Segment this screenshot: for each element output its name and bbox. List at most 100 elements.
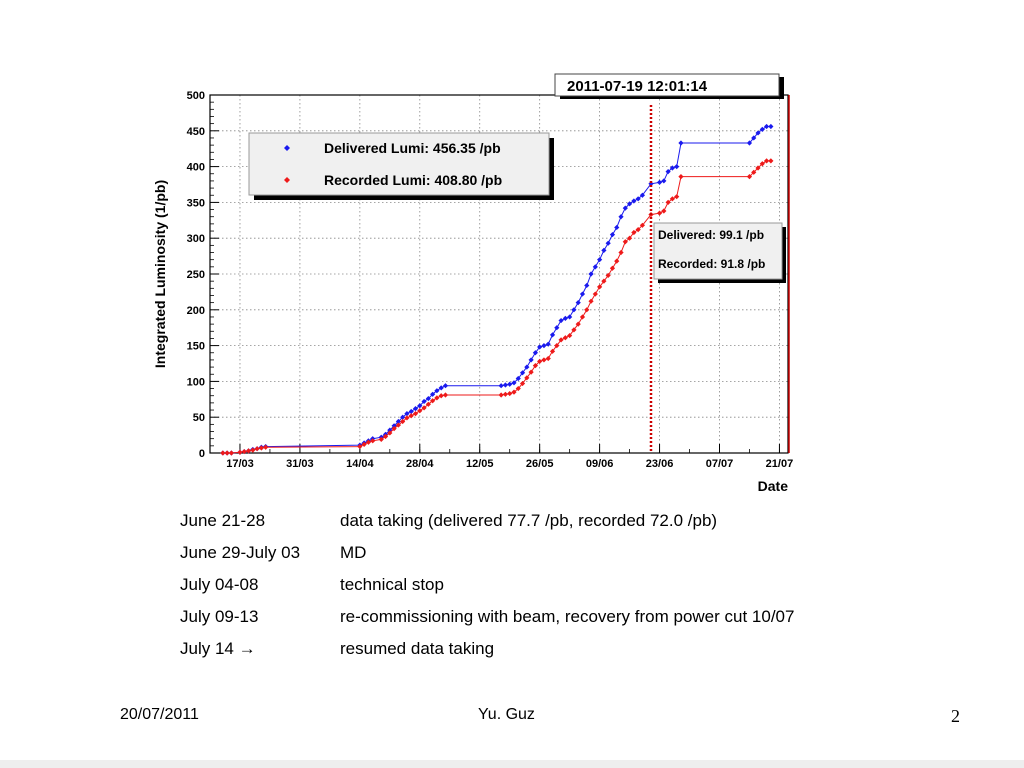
data-point [656,179,663,185]
data-point [378,436,384,442]
data-point [562,315,568,321]
y-tick-label: 500 [187,90,205,102]
data-point [421,398,427,405]
data-point [614,224,620,231]
plot-frame [209,94,789,454]
data-point [408,408,414,415]
data-point [412,406,419,412]
data-point [648,181,654,187]
data-point [545,341,551,347]
data-point [532,363,538,369]
data-point [537,344,543,350]
data-point [592,264,598,270]
data-point [626,201,633,207]
data-point [430,391,436,397]
data-point [558,337,564,343]
legend-label: Recorded Lumi: 408.80 /pb [324,172,502,188]
data-point [442,383,449,389]
data-point [622,239,628,245]
data-point [549,348,556,354]
data-point [631,229,637,236]
data-point [597,284,603,290]
y-tick-label: 0 [199,448,205,460]
data-point [541,343,547,349]
data-point [511,380,517,386]
legend-label: Delivered Lumi: 456.35 /pb [324,140,501,156]
note-description: MD [340,543,367,562]
note-period: June 21-28 [180,511,266,530]
data-point [498,392,504,398]
data-point [768,123,774,130]
run-notes: June 21-28 data taking (delivered 77.7 /… [180,505,980,665]
footer-date: 20/07/2011 [120,706,199,723]
axes: 0 50 100 150 200 250 300 350 400 450 500 17/03 31/03… [152,90,793,494]
x-tick-label: 28/04 [406,458,434,470]
data-point [558,317,564,324]
x-axis-title: Date [758,478,789,494]
data-point [639,222,646,228]
data-point [224,450,230,456]
data-point [438,385,444,391]
data-point [417,403,423,409]
x-tick-label: 23/06 [646,458,674,470]
x-tick-label: 17/03 [226,458,254,470]
y-tick-label: 200 [187,305,205,317]
data-point [609,232,616,238]
overlays: 2011-07-19 12:01:14 Delivered Lumi: 456.3… [248,73,790,453]
data-point [532,350,538,356]
data-point [669,165,675,171]
data-point [528,357,534,363]
data-point [584,282,590,289]
data-point [220,450,226,456]
luminosity-chart: 0 50 100 150 200 250 300 350 400 450 500 17/03 31/03… [152,73,793,494]
data-point [395,422,401,428]
data-point [400,414,406,420]
y-tick-label: 300 [187,233,205,245]
note-period: July 14 → [180,639,256,658]
data-point [507,390,513,397]
data-point [614,258,620,264]
x-tick-label: 21/07 [766,458,794,470]
data-point [588,298,594,304]
data-point [588,271,594,277]
y-tick-label: 250 [187,269,205,281]
note-period: June 29-July 03 [180,543,301,562]
data-point [635,227,641,233]
data-point [665,199,671,205]
data-point [618,249,624,256]
data-point [618,214,624,220]
data-point [408,413,414,419]
data-point [597,257,603,263]
data-point [669,196,675,202]
data-point [498,383,504,389]
data-point [639,192,646,198]
data-point [370,438,376,444]
data-point [567,332,573,339]
data-point [412,411,419,417]
data-point [395,418,401,425]
note-row: July 04-08 technical stop [180,569,980,601]
data-point [571,307,577,313]
data-point [502,382,509,388]
data-point [507,381,513,387]
data-point [635,196,641,202]
y-axis-title: Integrated Luminosity (1/pb) [152,180,168,368]
y-tick-label: 50 [193,412,205,424]
data-point [661,178,667,184]
data-point [545,355,551,362]
data-point [404,411,410,417]
series [220,123,774,456]
data-point [751,169,757,175]
legend-marker [284,177,290,183]
data-point [763,158,770,164]
note-row: July 14 → resumed data taking [180,633,980,665]
data-point [609,265,616,271]
data-point [430,398,436,404]
data-point [434,395,440,401]
data-point [554,343,560,349]
data-point [263,444,269,450]
data-point [575,300,581,306]
annotation-text: Recorded: 91.8 /pb [658,257,765,271]
legend-box [248,132,550,196]
note-description: technical stop [340,575,444,594]
